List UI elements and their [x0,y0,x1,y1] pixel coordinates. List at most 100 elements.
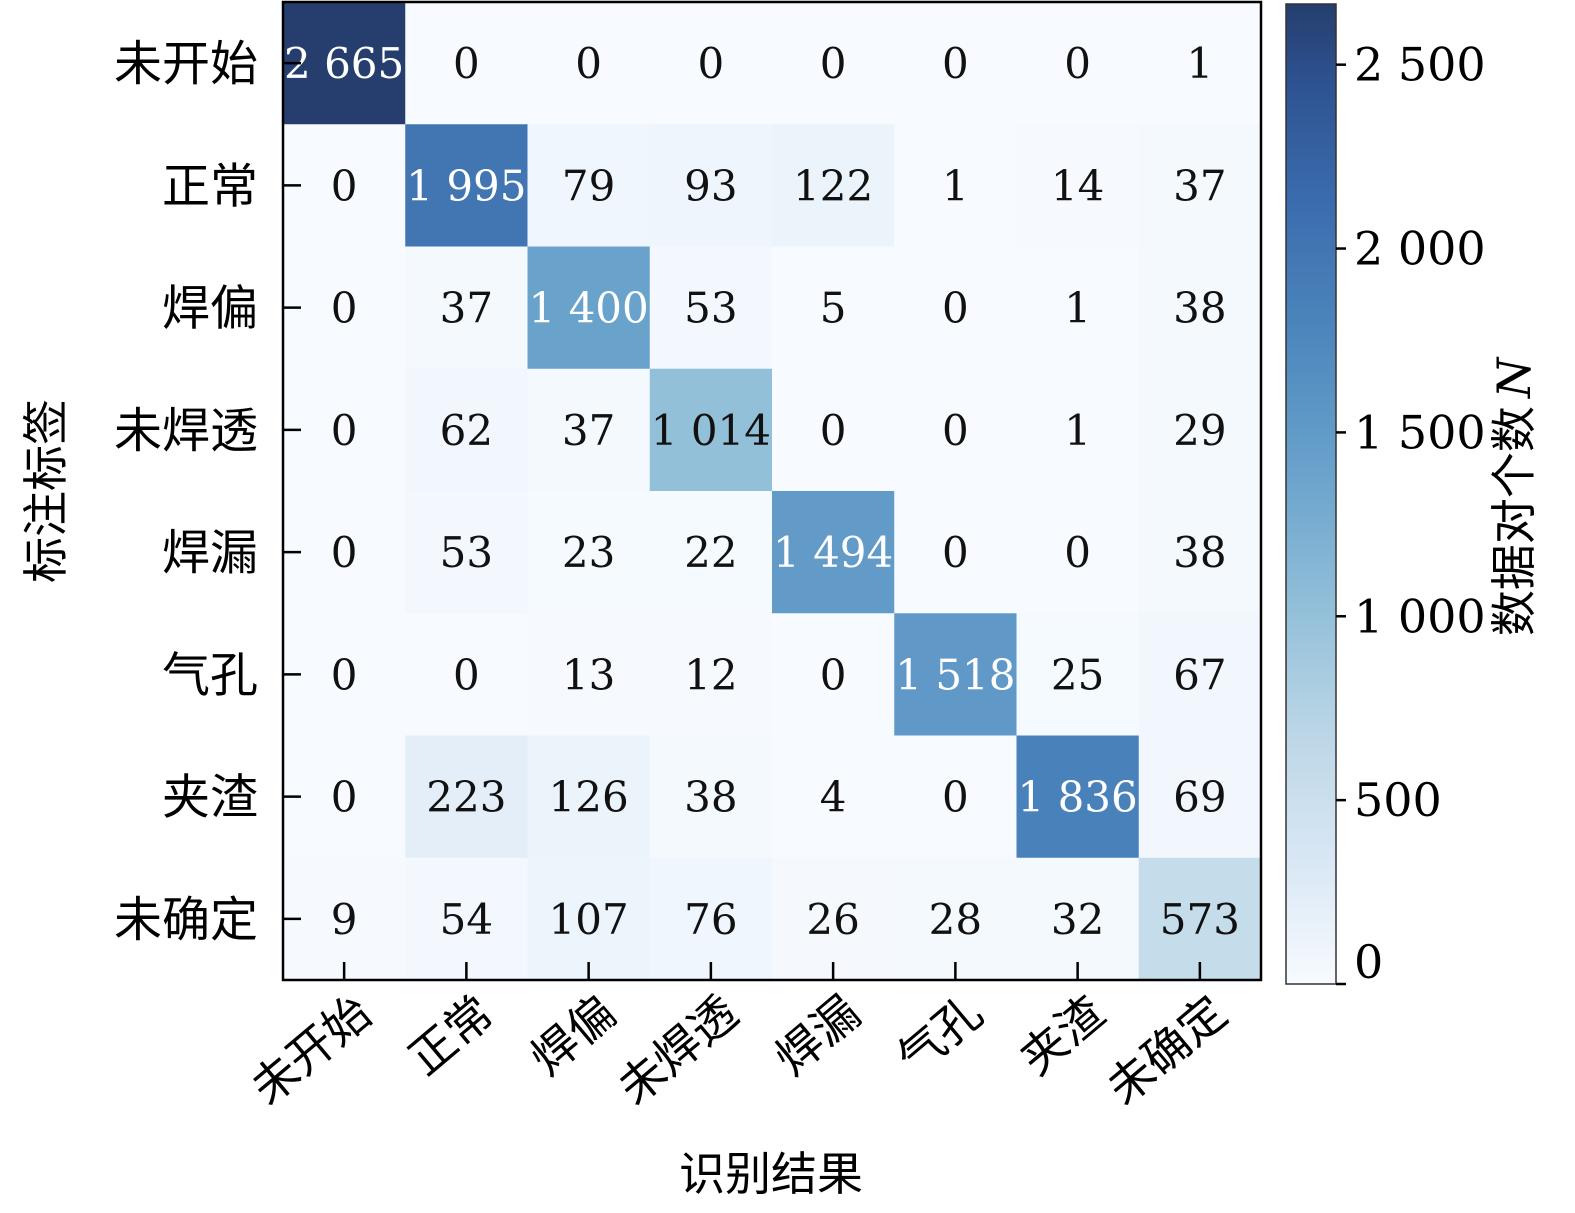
heatmap-cell [1016,246,1140,370]
cell-value-label: 0 [331,161,358,210]
heatmap-cell [283,246,406,370]
heatmap-cell [283,124,406,247]
colorbar-tick-label: 1 500 [1354,405,1486,459]
cell-value-label: 1 [1187,39,1214,88]
heatmap-cell [1138,246,1262,370]
heatmap-cell [405,613,528,736]
heatmap-cell [405,491,528,614]
cell-value-label: 0 [942,528,969,577]
cell-value-label: 13 [562,650,615,699]
heatmap-cell [527,857,651,981]
heatmap-cell [1138,124,1262,247]
colorbar-title-text: 数据对个数 [1487,406,1541,636]
x-tick-label: 气孔 [887,985,992,1086]
heatmap-cell [649,246,773,370]
colorbar-title: 数据对个数 N [1487,356,1541,636]
heatmap-cell [283,491,406,614]
cell-value-label: 14 [1051,161,1104,210]
heatmap-cell [405,735,528,859]
cell-value-label: 93 [684,161,737,210]
plot-frame [281,0,1263,982]
cell-value-label: 1 494 [773,528,893,577]
heatmap-cell [894,857,1017,981]
heatmap-cell [1138,857,1262,981]
cell-value-label: 26 [806,895,859,944]
cell-value-label: 1 836 [1018,773,1138,822]
heatmap-cell [1016,613,1140,736]
cell-value-label: 37 [562,406,615,455]
colorbar-tick-label: 1 000 [1354,589,1486,643]
cell-value-label: 1 518 [895,650,1015,699]
heatmap-cell [1016,368,1140,492]
y-tick-label: 未确定 [114,892,258,948]
cell-value-label: 0 [942,284,969,333]
cell-value-label: 0 [453,650,480,699]
cell-value-label: 62 [440,406,493,455]
cell-value-label: 37 [1173,161,1226,210]
colorbar-ticks: 0 500 1 000 1 500 2 000 2 500 [1336,38,1486,989]
cell-value-label: 0 [1064,528,1091,577]
heatmap-cell [649,368,773,492]
heatmap-cell [405,368,528,492]
cell-value-label: 1 995 [406,161,526,210]
cell-value-label: 107 [549,895,629,944]
heatmap-cell [1016,857,1140,981]
cell-value-label: 12 [684,650,737,699]
x-tick-label: 正常 [398,985,503,1086]
heatmap-cell [283,857,406,981]
y-tick-label: 未焊透 [114,403,258,459]
cell-value-label: 23 [562,528,615,577]
heatmap-cell [527,124,651,247]
colorbar-tick-label: 500 [1354,773,1442,827]
heatmap-cell [894,613,1017,736]
cell-value-label: 1 400 [529,284,649,333]
x-tick-label: 未开始 [241,985,381,1115]
cell-value-label: 0 [331,773,358,822]
cell-value-label: 0 [820,406,847,455]
heatmap-cell [283,368,406,492]
cell-value-label: 79 [562,161,615,210]
heatmap-cell [894,2,1017,125]
x-axis-title: 识别结果 [679,1147,863,1201]
cell-value-label: 0 [331,528,358,577]
cell-value-label: 1 [1064,406,1091,455]
heatmap-cell [649,124,773,247]
cell-value-label: 69 [1173,773,1226,822]
cell-value-label: 0 [942,773,969,822]
y-tick-label: 夹渣 [162,770,258,826]
heatmap-cell [405,2,528,125]
cell-value-label: 4 [820,773,847,822]
cell-value-label: 29 [1173,406,1226,455]
colorbar-tick-label: 2 000 [1354,222,1486,276]
heatmap-cell [772,735,895,859]
cell-value-label: 0 [698,39,725,88]
heatmap-cell [1138,613,1262,736]
cell-value-label: 76 [684,895,737,944]
y-tick-label: 焊偏 [162,281,258,337]
colorbar-tick-label: 0 [1354,935,1383,989]
heatmap-cell [283,613,406,736]
cell-value-label: 54 [440,895,493,944]
heatmap-cell [772,857,895,981]
x-tick-label: 未确定 [1097,985,1237,1115]
y-tick-label: 正常 [162,158,258,214]
y-axis-title: 标注标签 [19,399,73,583]
heatmap-cell [894,368,1017,492]
cell-value-label: 0 [331,284,358,333]
cell-value-label: 22 [684,528,737,577]
heatmap-cells [283,2,1262,981]
cell-value-label: 0 [331,406,358,455]
heatmap-cell [1016,491,1140,614]
heatmap-cell [772,368,895,492]
cell-value-label: 0 [820,650,847,699]
heatmap-cell [1138,2,1262,125]
cell-value-label: 122 [793,161,873,210]
heatmap-cell-labels: 2 665 0 0 0 0 0 0 10 1 995 79 93 122 1 14 370 37 1 400 53… [284,39,1240,944]
heatmap-cell [1016,2,1140,125]
cell-value-label: 223 [426,773,506,822]
heatmap-cell [527,368,651,492]
cell-value-label: 53 [684,284,737,333]
heatmap-cell [894,124,1017,247]
